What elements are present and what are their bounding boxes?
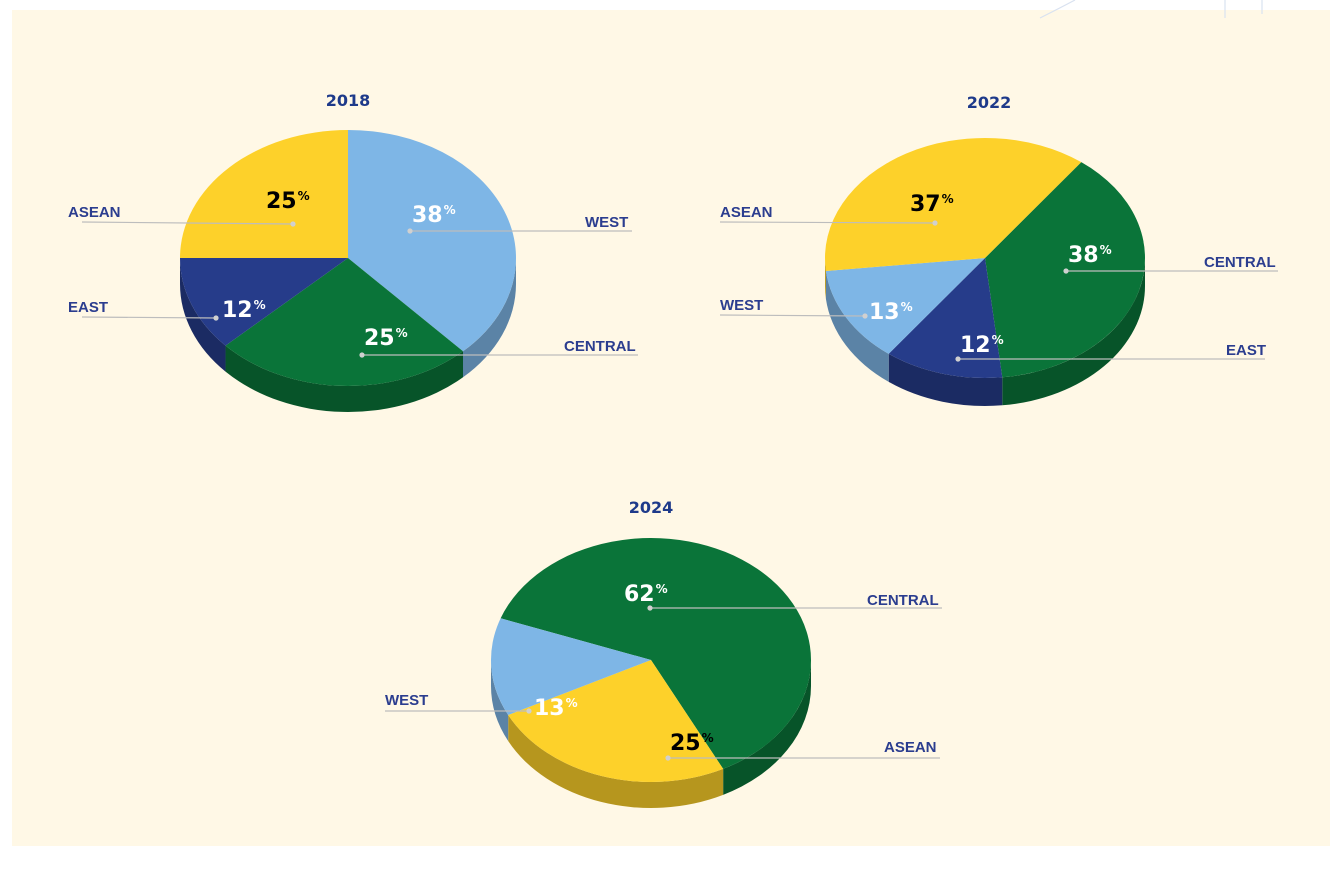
pie-side-east bbox=[180, 258, 226, 372]
pie-slice-west bbox=[825, 258, 985, 354]
pie-2022-slices bbox=[825, 138, 1145, 407]
leader-dot-east bbox=[955, 356, 961, 362]
category-label-asean: ASEAN bbox=[68, 204, 121, 221]
category-label-west: WEST bbox=[720, 297, 763, 314]
leader-dot-central bbox=[359, 352, 365, 358]
category-label-east: EAST bbox=[68, 299, 108, 316]
category-label-asean: ASEAN bbox=[884, 739, 937, 756]
percent-label-central: 38% bbox=[1068, 243, 1112, 268]
pie-2022-leaders bbox=[719, 220, 1278, 362]
percent-label-central: 62% bbox=[624, 582, 668, 607]
category-label-west: WEST bbox=[585, 214, 628, 231]
pie-side-west bbox=[491, 660, 509, 742]
percent-label-east: 12% bbox=[222, 298, 266, 323]
chart-title-2018: 2018 bbox=[326, 91, 371, 110]
chart-title-2024: 2024 bbox=[629, 498, 674, 517]
category-label-central: CENTRAL bbox=[867, 592, 939, 609]
pie-2018-leaders bbox=[81, 221, 638, 358]
leader-dot-asean bbox=[665, 755, 671, 761]
pie-side-central bbox=[1002, 258, 1145, 406]
leader-dot-east bbox=[213, 315, 219, 321]
pie-chart-2022: 38% CENTRAL 12% EAST 13% WEST 37% ASEAN 2022 bbox=[719, 93, 1278, 407]
chart-title-2022: 2022 bbox=[967, 93, 1012, 112]
pie-2024-labels: 62% CENTRAL 25% ASEAN 13% WEST bbox=[385, 582, 939, 756]
pie-2022-labels: 38% CENTRAL 12% EAST 13% WEST 37% ASEAN bbox=[720, 192, 1276, 359]
pie-side-central bbox=[723, 660, 811, 795]
decorative-corner-lines bbox=[1039, 0, 1263, 19]
pie-slice-asean bbox=[825, 138, 1082, 271]
percent-label-west: 13% bbox=[534, 696, 578, 721]
leader-line-east bbox=[81, 316, 217, 319]
pie-slice-central bbox=[225, 258, 464, 387]
pie-2024-slices bbox=[491, 538, 811, 808]
pie-slice-west bbox=[348, 130, 516, 352]
pie-slice-west bbox=[491, 618, 651, 716]
pie-2024-leaders bbox=[385, 605, 942, 761]
pie-side-west bbox=[463, 258, 516, 378]
pie-slice-central bbox=[500, 538, 811, 769]
category-label-west: WEST bbox=[385, 692, 428, 709]
category-label-asean: ASEAN bbox=[720, 204, 773, 221]
percent-label-west: 13% bbox=[869, 300, 913, 325]
pie-slice-east bbox=[888, 258, 1003, 378]
pie-2018-labels: 38% WEST 25% CENTRAL 12% EAST 25% ASEAN bbox=[68, 189, 636, 355]
leader-dot-west bbox=[526, 708, 532, 714]
pie-side-central bbox=[225, 345, 464, 413]
leader-line-asean bbox=[81, 221, 294, 225]
leader-dot-west bbox=[862, 313, 868, 319]
pie-side-asean bbox=[508, 715, 724, 808]
leader-dot-central bbox=[1063, 268, 1069, 274]
percent-label-west: 38% bbox=[412, 203, 456, 228]
pie-side-asean bbox=[825, 258, 826, 299]
pie-side-west bbox=[825, 270, 889, 382]
leader-line-west bbox=[719, 314, 866, 317]
pie-side-east bbox=[888, 353, 1003, 407]
percent-label-asean: 25% bbox=[670, 731, 714, 756]
leader-line-asean bbox=[719, 221, 936, 224]
leader-dot-central bbox=[647, 605, 653, 611]
pie-chart-2024: 62% CENTRAL 25% ASEAN 13% WEST 2024 bbox=[385, 498, 942, 808]
category-label-central: CENTRAL bbox=[1204, 254, 1276, 271]
pie-slice-east bbox=[180, 258, 348, 346]
category-label-central: CENTRAL bbox=[564, 338, 636, 355]
pie-slice-asean bbox=[508, 660, 724, 782]
percent-label-central: 25% bbox=[364, 326, 408, 351]
percent-label-asean: 37% bbox=[910, 192, 954, 217]
percent-label-asean: 25% bbox=[266, 189, 310, 214]
percent-label-east: 12% bbox=[960, 333, 1004, 358]
pie-chart-2018: 38% WEST 25% CENTRAL 12% EAST 25% ASEAN 2018 bbox=[68, 91, 638, 413]
pie-slice-asean bbox=[180, 130, 348, 258]
leader-dot-west bbox=[407, 228, 413, 234]
category-label-east: EAST bbox=[1226, 342, 1266, 359]
leader-dot-asean bbox=[932, 220, 938, 226]
pie-2018-slices bbox=[180, 130, 516, 413]
leader-dot-asean bbox=[290, 221, 296, 227]
